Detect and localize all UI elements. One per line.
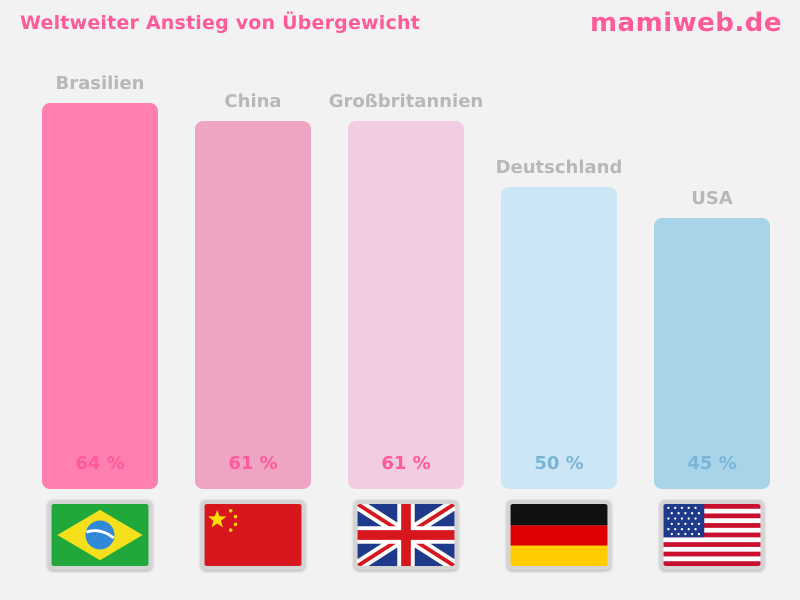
bar-brasilien — [42, 103, 158, 489]
category-label-grossbritannien: Großbritannien — [328, 91, 484, 112]
uk-flag-icon — [354, 500, 458, 570]
bar-grossbritannien — [348, 121, 464, 489]
chart-title: Weltweiter Anstieg von Übergewicht — [20, 12, 420, 34]
value-label-brasilien: 64 % — [75, 453, 125, 474]
bar-deutschland — [501, 187, 617, 489]
usa-flag-icon — [660, 500, 764, 570]
value-label-usa: 45 % — [687, 453, 737, 474]
value-label-china: 61 % — [228, 453, 278, 474]
brazil-flag-icon — [48, 500, 152, 570]
category-label-china: China — [224, 91, 282, 112]
value-label-deutschland: 50 % — [534, 453, 584, 474]
germany-flag-icon — [507, 500, 611, 570]
bar-china — [195, 121, 311, 489]
brand-logo: mamiweb.de — [589, 8, 782, 38]
category-label-brasilien: Brasilien — [55, 73, 145, 94]
category-label-deutschland: Deutschland — [495, 157, 623, 178]
value-label-grossbritannien: 61 % — [381, 453, 431, 474]
bar-usa — [654, 218, 770, 489]
category-label-usa: USA — [691, 188, 733, 209]
china-flag-icon — [201, 500, 305, 570]
